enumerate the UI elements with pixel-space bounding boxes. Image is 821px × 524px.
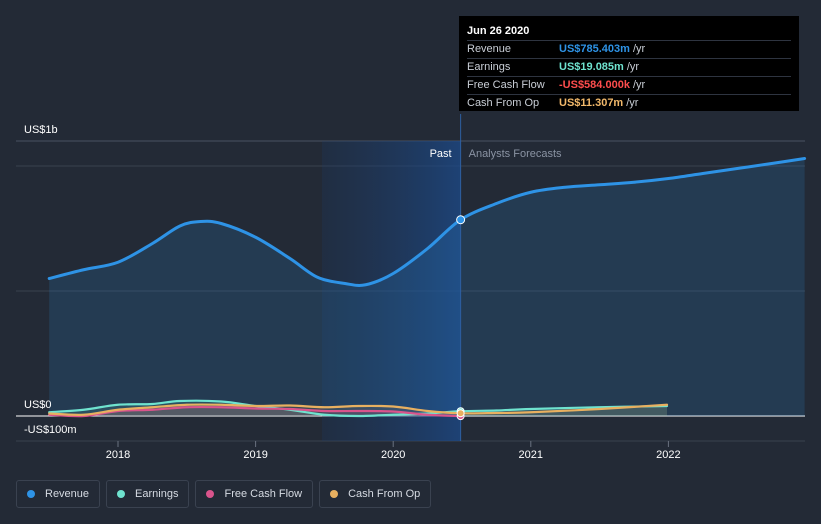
- x-tick-label: 2018: [106, 449, 130, 461]
- legend-label: Free Cash Flow: [224, 488, 303, 500]
- x-tick-label: 2019: [243, 449, 267, 461]
- tooltip-unit: /yr: [632, 79, 646, 91]
- series-line-free-cash-flow: [48, 405, 462, 418]
- legend-dot-icon: [330, 490, 339, 498]
- hover-marker-revenue: [456, 215, 466, 225]
- legend-label: Revenue: [45, 488, 90, 500]
- series-lines: [47, 157, 807, 418]
- legend-item-cash-from-op[interactable]: Cash From Op: [319, 480, 432, 508]
- series-line-revenue: [47, 157, 807, 287]
- hover-markers: [456, 215, 466, 421]
- tooltip-label: Revenue: [467, 43, 512, 55]
- tooltip-label: Free Cash Flow: [467, 79, 545, 91]
- legend-item-free-cash-flow[interactable]: Free Cash Flow: [195, 480, 314, 508]
- x-tick-label: 2020: [381, 449, 405, 461]
- series-line-cash-from-op: [48, 403, 669, 416]
- legend-item-earnings[interactable]: Earnings: [106, 480, 190, 508]
- tooltip-row-earnings: Earnings US$19.085m /yr: [467, 58, 791, 76]
- series-area-free-cash-flow: [49, 407, 461, 417]
- tooltip-row-revenue: Revenue US$785.403m /yr: [467, 40, 791, 58]
- legend-label: Cash From Op: [348, 488, 421, 500]
- tooltip-row-free-cash-flow: Free Cash Flow -US$584.000k /yr: [467, 76, 791, 94]
- legend-dot-icon: [27, 490, 35, 498]
- hover-marker-cash-from-op: [456, 409, 465, 418]
- tooltip-unit: /yr: [632, 43, 646, 55]
- legend-dot-icon: [206, 490, 215, 498]
- series-area-revenue: [49, 158, 805, 416]
- tooltip-label: Earnings: [467, 61, 511, 73]
- tooltip-value: US$785.403m: [559, 43, 630, 55]
- x-tick-label: 2022: [656, 449, 680, 461]
- series-line-earnings: [48, 399, 669, 418]
- tooltip-label: Cash From Op: [467, 97, 540, 109]
- y-axis-label-negative: -US$100m: [24, 424, 77, 436]
- x-axis-ticks: 2018 2019 2020 2021 2022: [106, 441, 681, 461]
- tooltip-unit: /yr: [626, 61, 640, 73]
- forecast-label: Analysts Forecasts: [469, 148, 562, 160]
- y-axis-label-top: US$1b: [24, 124, 58, 136]
- legend-item-revenue[interactable]: Revenue: [16, 480, 101, 508]
- past-region-highlight: [322, 141, 461, 441]
- past-label: Past: [430, 148, 452, 160]
- tooltip-value: -US$584.000k: [559, 79, 630, 91]
- tooltip-value: US$19.085m: [559, 61, 624, 73]
- tooltip-value: US$11.307m: [559, 97, 624, 109]
- y-axis-label-zero: US$0: [24, 399, 52, 411]
- x-tick-label: 2021: [519, 449, 543, 461]
- legend-dot-icon: [117, 490, 126, 498]
- tooltip-date: Jun 26 2020: [467, 25, 530, 37]
- tooltip-panel: Jun 26 2020 Revenue US$785.403m /yr Earn…: [459, 16, 799, 111]
- legend-label: Earnings: [135, 488, 179, 500]
- chart-legend: Revenue Earnings Free Cash Flow Cash Fro…: [16, 480, 432, 508]
- tooltip-row-cash-from-op: Cash From Op US$11.307m /yr: [467, 94, 791, 112]
- tooltip-unit: /yr: [626, 97, 639, 109]
